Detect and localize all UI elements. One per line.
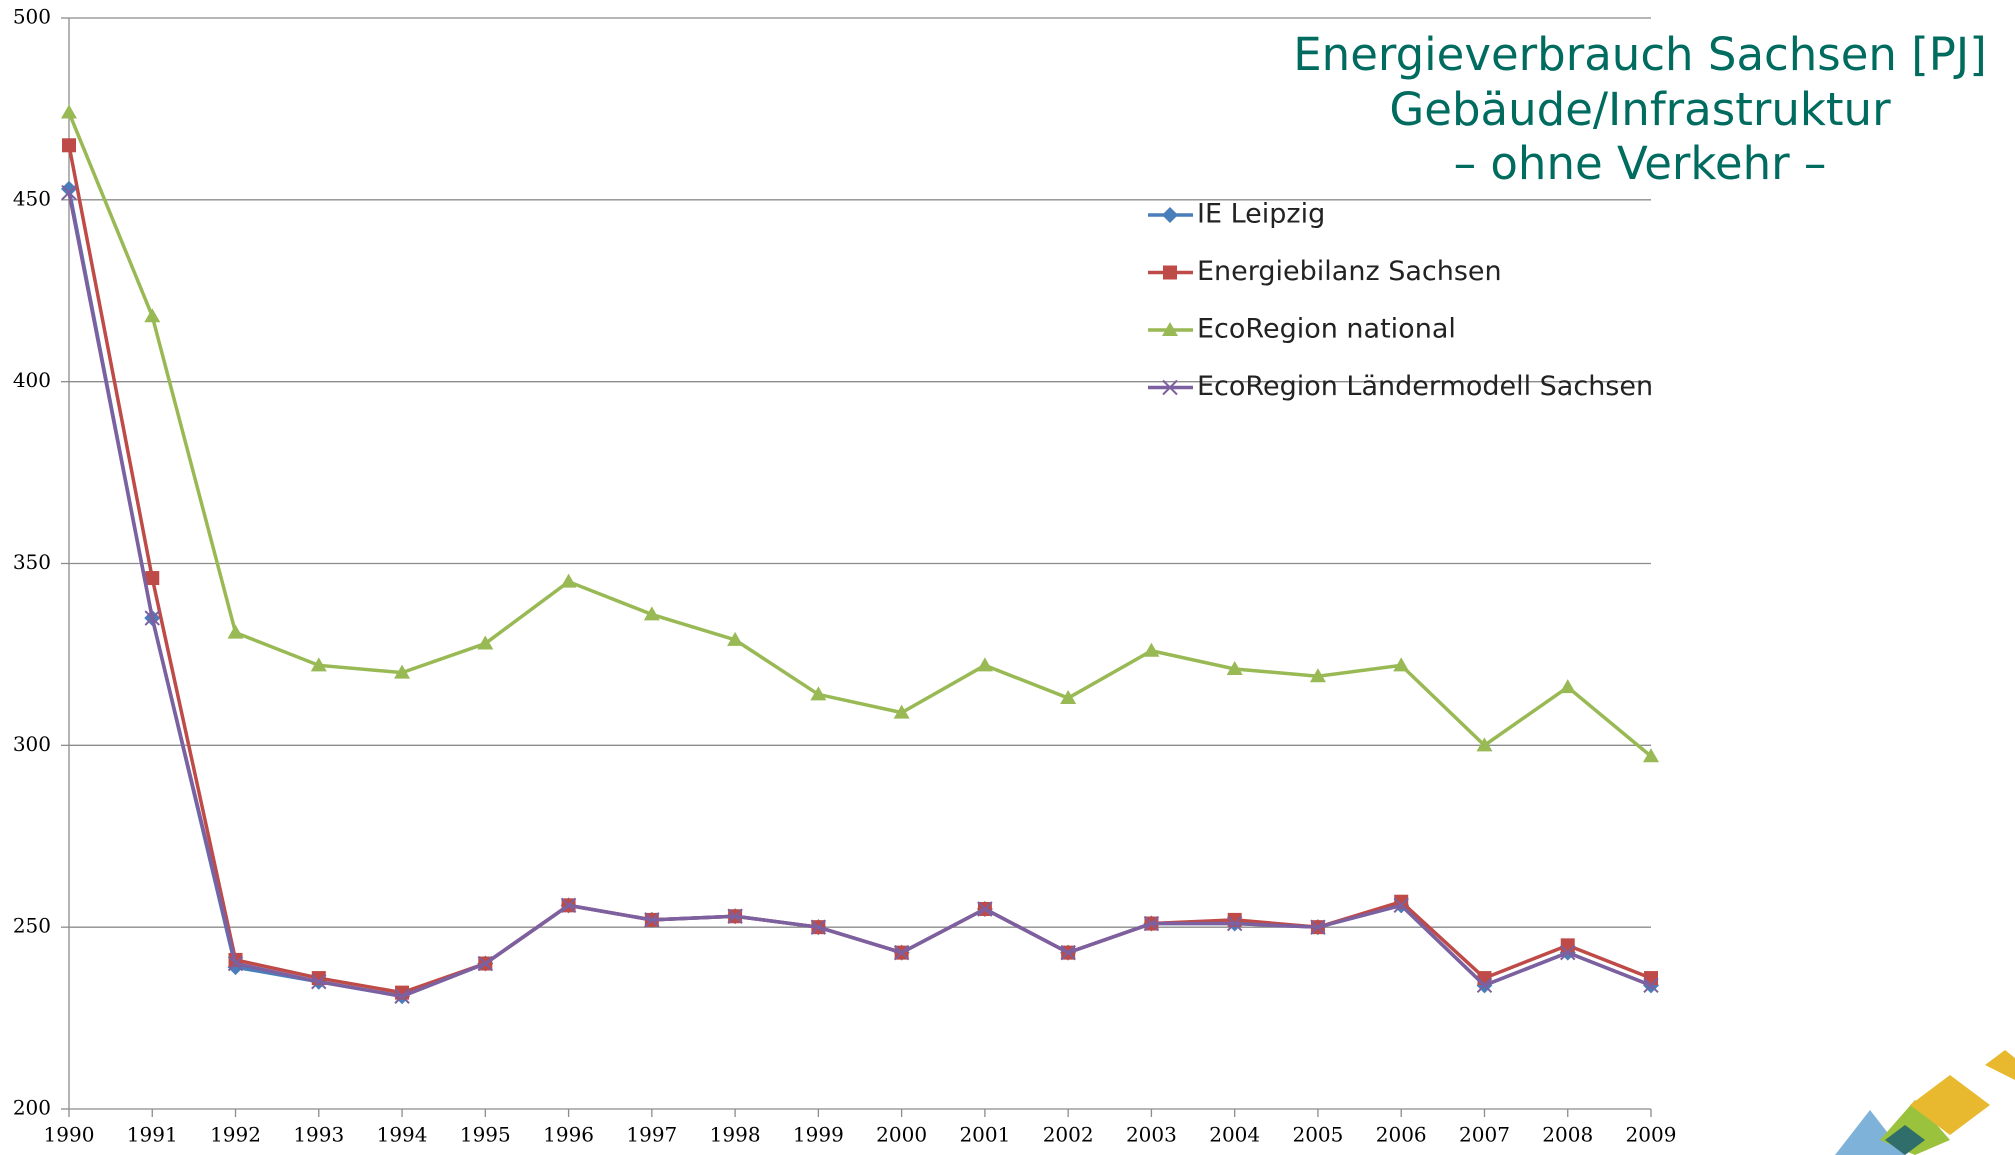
- marker: [1560, 944, 1576, 961]
- x-tick-label: 1997: [626, 1123, 677, 1147]
- marker: [310, 657, 327, 672]
- marker: [810, 686, 827, 701]
- y-tick-label: 350: [13, 550, 51, 574]
- marker: [144, 308, 161, 323]
- y-tick-label: 500: [13, 5, 51, 29]
- marker: [644, 912, 660, 928]
- marker: [311, 974, 327, 990]
- x-tick-label: 2003: [1126, 1123, 1177, 1147]
- x-tick-label: 2000: [876, 1123, 927, 1147]
- marker: [643, 606, 660, 621]
- marker: [1643, 748, 1659, 763]
- series-line: [67, 192, 1652, 999]
- marker: [560, 573, 577, 588]
- legend-marker: [1163, 265, 1177, 280]
- marker: [976, 657, 993, 672]
- marker: [1560, 938, 1575, 953]
- x-tick-label: 2006: [1376, 1123, 1427, 1147]
- y-tick-label: 450: [13, 186, 51, 210]
- marker: [1393, 657, 1410, 672]
- marker: [1143, 642, 1160, 657]
- series-line: [67, 188, 1652, 999]
- marker: [1476, 737, 1493, 752]
- marker: [1060, 944, 1076, 961]
- x-tick-label: 1999: [793, 1123, 844, 1147]
- marker: [61, 184, 77, 201]
- marker: [893, 944, 910, 961]
- marker: [477, 955, 494, 972]
- marker: [727, 631, 744, 646]
- marker: [977, 901, 993, 917]
- marker: [477, 635, 494, 650]
- legend-marker: [1162, 322, 1178, 336]
- marker: [1060, 690, 1077, 705]
- marker: [1476, 977, 1493, 994]
- x-tick-label: 2001: [959, 1123, 1010, 1147]
- marker: [61, 180, 77, 197]
- marker: [61, 104, 77, 119]
- x-tick-label: 1995: [460, 1123, 511, 1147]
- marker: [144, 610, 160, 626]
- y-tick-label: 250: [13, 914, 51, 938]
- marker: [1309, 668, 1326, 683]
- series-line: [67, 111, 1653, 758]
- x-tick-label: 2004: [1209, 1123, 1260, 1147]
- marker: [1226, 660, 1243, 675]
- marker: [893, 704, 910, 719]
- chart-title: Energieverbrauch Sachsen [PJ]: [1293, 28, 1987, 81]
- x-tick-label: 2009: [1626, 1123, 1677, 1147]
- marker: [62, 138, 76, 153]
- marker: [1143, 915, 1160, 932]
- logo: [1835, 1050, 2015, 1155]
- legend-label: Energiebilanz Sachsen: [1197, 256, 1502, 287]
- marker: [145, 571, 160, 586]
- x-tick-label: 2008: [1542, 1123, 1593, 1147]
- x-tick-label: 2002: [1043, 1123, 1094, 1147]
- marker: [1559, 679, 1576, 694]
- x-tick-label: 1998: [710, 1123, 761, 1147]
- marker: [227, 624, 244, 639]
- marker: [394, 988, 410, 1004]
- chart-subtitle: Gebäude/Infrastruktur: [1389, 83, 1891, 136]
- marker: [394, 664, 411, 679]
- marker: [727, 908, 743, 924]
- x-tick-label: 1994: [377, 1123, 428, 1147]
- x-tick-label: 1996: [543, 1123, 594, 1147]
- y-tick-label: 400: [13, 368, 51, 392]
- marker: [1643, 977, 1659, 994]
- x-tick-label: 1993: [293, 1123, 344, 1147]
- legend-marker: [1162, 207, 1178, 223]
- y-tick-label: 300: [13, 732, 51, 756]
- legend-label: EcoRegion national: [1197, 314, 1456, 345]
- marker: [1393, 897, 1409, 914]
- legend-label: IE Leipzig: [1197, 199, 1325, 230]
- chart-subtitle: – ohne Verkehr –: [1454, 137, 1827, 190]
- y-tick-label: 200: [13, 1096, 51, 1120]
- x-tick-label: 2005: [1292, 1123, 1343, 1147]
- legend-label: EcoRegion Ländermodell Sachsen: [1197, 371, 1653, 402]
- marker: [1310, 919, 1326, 935]
- legend-marker: [1162, 379, 1178, 396]
- marker: [227, 955, 244, 972]
- x-tick-label: 1990: [44, 1123, 95, 1147]
- x-tick-label: 1991: [127, 1123, 178, 1147]
- marker: [560, 897, 577, 914]
- x-tick-label: 1992: [210, 1123, 261, 1147]
- marker: [810, 919, 827, 935]
- marker: [1226, 915, 1243, 932]
- x-tick-label: 2007: [1459, 1123, 1510, 1147]
